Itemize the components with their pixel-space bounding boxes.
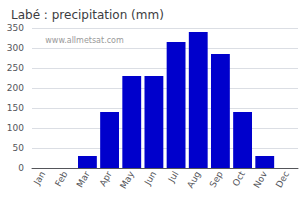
svg-text:May: May bbox=[118, 169, 136, 191]
svg-text:Sep: Sep bbox=[208, 169, 225, 189]
svg-text:Feb: Feb bbox=[53, 169, 70, 188]
svg-text:Mar: Mar bbox=[75, 169, 92, 189]
svg-text:Apr: Apr bbox=[97, 169, 114, 188]
svg-text:Jul: Jul bbox=[166, 169, 181, 184]
svg-text:Dec: Dec bbox=[274, 169, 291, 189]
svg-text:250: 250 bbox=[7, 63, 24, 73]
svg-text:0: 0 bbox=[18, 163, 24, 173]
svg-text:Oct: Oct bbox=[230, 169, 247, 188]
svg-text:350: 350 bbox=[7, 23, 24, 33]
svg-text:Jun: Jun bbox=[142, 169, 158, 187]
svg-text:100: 100 bbox=[7, 123, 24, 133]
svg-text:Aug: Aug bbox=[185, 169, 202, 189]
svg-text:50: 50 bbox=[13, 143, 25, 153]
svg-text:300: 300 bbox=[7, 43, 24, 53]
svg-text:200: 200 bbox=[7, 83, 24, 93]
svg-text:150: 150 bbox=[7, 103, 24, 113]
svg-text:Jan: Jan bbox=[31, 169, 47, 187]
svg-text:www.allmetsat.com: www.allmetsat.com bbox=[45, 36, 124, 45]
svg-text:Nov: Nov bbox=[252, 169, 270, 190]
svg-text:Labé : precipitation (mm): Labé : precipitation (mm) bbox=[11, 8, 164, 22]
